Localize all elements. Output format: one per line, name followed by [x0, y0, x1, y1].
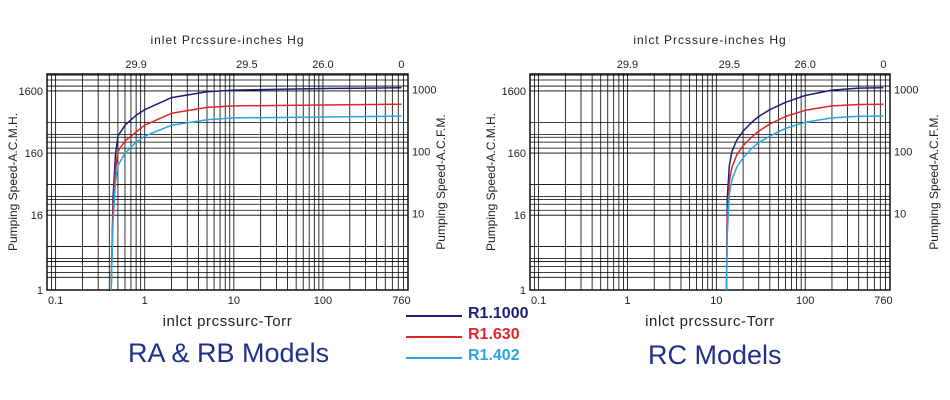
x-tick-label: 760: [392, 295, 410, 307]
plot-frame: [46, 73, 409, 291]
series-line-r1-1000: [110, 87, 402, 291]
x-axis-label: inlct prcssurc-Torr: [163, 313, 293, 330]
legend-label: R1.630: [468, 326, 520, 343]
y-tick-label: 160: [25, 148, 43, 160]
legend-swatch: [406, 336, 462, 338]
series-line-r1-1000: [725, 87, 884, 291]
x2-tick-label: 0: [398, 59, 404, 71]
grid: [47, 74, 408, 290]
x-axis-label: inlct prcssurc-Torr: [645, 313, 775, 330]
x-tick-label: 0.1: [48, 295, 63, 307]
y-tick-label: 1: [520, 285, 526, 297]
x2-tick-label: 26.0: [794, 59, 815, 71]
chart-rc-title: RC Models: [648, 340, 782, 370]
y2-axis-label: Pumping Speed-A.C.F.M.: [927, 114, 941, 249]
x-tick-label: 760: [874, 295, 892, 307]
y2-tick-label: 1000: [412, 84, 436, 96]
y-tick-label: 160: [508, 148, 526, 160]
y-tick-label: 1600: [502, 86, 526, 98]
y2-axis-label: Pumping Speed-A.C.F.M.: [434, 114, 448, 249]
x-tick-label: 10: [228, 295, 240, 307]
y-tick-label: 16: [514, 210, 526, 222]
y-axis-label: Pumping Speed-A.C.M.H.: [484, 113, 498, 251]
x-tick-label: 1: [142, 295, 148, 307]
x2-axis-label: inlet Prcssure-inches Hg: [150, 33, 304, 47]
x-tick-label: 100: [314, 295, 332, 307]
legend-item-r1-1000: R1.1000: [400, 304, 550, 326]
y2-tick-label: 10: [894, 209, 906, 221]
legend-swatch: [406, 315, 462, 317]
y2-tick-label: 10: [412, 209, 424, 221]
series-line-r1-630: [725, 103, 884, 291]
y2-tick-label: 100: [412, 146, 430, 158]
y-tick-label: 1600: [19, 86, 43, 98]
x-tick-label: 0.1: [531, 295, 546, 307]
y-tick-label: 1: [37, 285, 43, 297]
x2-tick-label: 29.9: [617, 59, 638, 71]
legend-label: R1.402: [468, 347, 520, 364]
series-line-r1-402: [725, 115, 884, 291]
x-tick-label: 10: [710, 295, 722, 307]
y2-tick-label: 100: [894, 146, 912, 158]
chart-ra-rb-title: RA & RB Models: [128, 338, 330, 368]
x2-tick-label: 26.0: [312, 59, 333, 71]
chart-rc-svg: 0.1 1 10 100 760 29.9 29.5 26.0 0 1 16 160 1600 10 100…: [484, 33, 941, 330]
chart-rc: 0.1 1 10 100 760 29.9 29.5 26.0 0 1 16 160 1600 10 100…: [478, 0, 950, 330]
chart-ra-rb-svg: 0.1 1 10 100 760 29.9 29.5 26.0 0 1 16 160 1600 10 100…: [6, 33, 448, 330]
chart-ra-rb: 0.1 1 10 100 760 29.9 29.5 26.0 0 1 16 160 1600 10 100…: [0, 0, 450, 330]
x-tick-label: 1: [624, 295, 630, 307]
x2-tick-label: 29.9: [125, 59, 146, 71]
y-tick-label: 16: [31, 210, 43, 222]
legend-item-r1-630: R1.630: [400, 325, 550, 347]
x2-tick-label: 0: [880, 59, 886, 71]
x2-tick-label: 29.5: [236, 59, 257, 71]
legend-swatch: [406, 357, 462, 359]
plot-frame: [529, 73, 891, 291]
legend-label: R1.1000: [468, 305, 529, 322]
legend-item-r1-402: R1.402: [400, 346, 550, 368]
series-line-r1-402: [110, 115, 402, 291]
legend: R1.1000 R1.630 R1.402: [400, 304, 550, 384]
y-axis-label: Pumping Speed-A.C.M.H.: [6, 113, 20, 251]
x2-axis-label: inlct Prcssure-inches Hg: [633, 33, 786, 47]
grid: [530, 74, 890, 290]
series-line-r1-630: [110, 103, 402, 291]
x2-tick-label: 29.5: [719, 59, 740, 71]
x-tick-label: 100: [796, 295, 814, 307]
y2-tick-label: 1000: [894, 84, 918, 96]
